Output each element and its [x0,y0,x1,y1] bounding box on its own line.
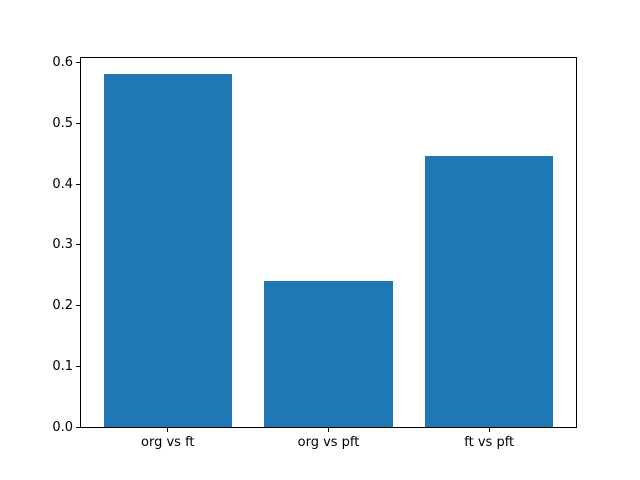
y-tick-mark [76,62,80,64]
x-tick-label: org vs pft [297,435,360,450]
x-tick-mark [167,428,169,432]
y-tick-label: 0.2 [52,298,73,314]
plot-area: 0.0 0.1 0.2 0.3 0.4 0.5 0.6 org vs ft org vs pft… [52,55,577,450]
x-tick-label: org vs ft [141,435,195,450]
x-tick-mark [488,428,490,432]
y-tick-label: 0.5 [52,116,73,132]
bar-org-vs-pft [264,281,393,427]
y-tick-mark [76,183,80,185]
bar-ft-vs-pft [424,155,554,427]
x-tick-label: ft vs pft [464,435,515,450]
y-tick-label: 0.0 [52,419,73,435]
y-tick-mark [76,426,80,428]
y-tick-label: 0.4 [52,176,73,192]
y-tick-label: 0.3 [52,237,73,253]
y-tick-label: 0.1 [52,358,73,374]
x-tick-mark [328,428,329,432]
y-tick-mark [76,365,80,367]
y-tick-mark [76,244,80,246]
y-tick-mark [76,305,80,307]
y-tick-label: 0.6 [52,55,73,71]
y-tick-mark [76,123,80,125]
bar-org-vs-ft [103,74,233,427]
